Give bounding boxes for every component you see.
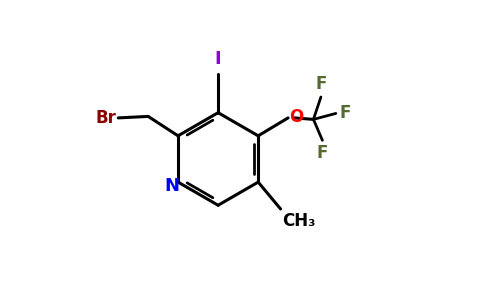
Text: F: F — [317, 144, 328, 162]
Text: I: I — [215, 50, 221, 68]
Text: F: F — [339, 104, 351, 122]
Text: O: O — [289, 108, 304, 126]
Text: F: F — [315, 75, 327, 93]
Text: CH₃: CH₃ — [282, 212, 316, 230]
Text: N: N — [165, 177, 180, 195]
Text: Br: Br — [95, 109, 116, 127]
